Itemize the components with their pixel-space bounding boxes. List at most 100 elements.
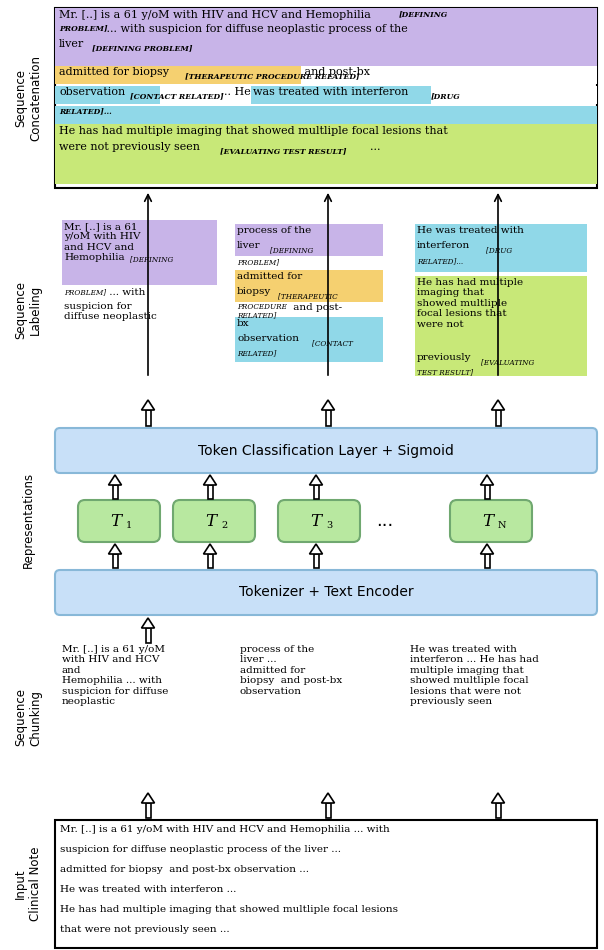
Bar bbox=[55, 8, 597, 66]
Bar bbox=[235, 317, 383, 362]
Polygon shape bbox=[492, 400, 504, 410]
Text: RELATED]: RELATED] bbox=[237, 349, 277, 357]
Text: [EVALUATING TEST RESULT]: [EVALUATING TEST RESULT] bbox=[220, 147, 347, 155]
Text: liver: liver bbox=[237, 241, 260, 250]
Text: process of the
liver ...
admitted for
biopsy  and post-bx
observation: process of the liver ... admitted for bi… bbox=[240, 645, 342, 695]
Bar bbox=[415, 224, 587, 272]
Polygon shape bbox=[204, 475, 216, 485]
Text: He has had multiple imaging that showed multliple focal lesions that: He has had multiple imaging that showed … bbox=[59, 126, 448, 136]
Text: liver: liver bbox=[59, 39, 84, 49]
Bar bbox=[484, 554, 489, 568]
Text: [THERAPEUTIC PROCEDURE RELATED]: [THERAPEUTIC PROCEDURE RELATED] bbox=[185, 72, 359, 80]
Text: admitted for biopsy: admitted for biopsy bbox=[59, 67, 169, 77]
FancyBboxPatch shape bbox=[173, 500, 255, 542]
Bar bbox=[55, 820, 597, 948]
Bar bbox=[495, 803, 501, 818]
Bar bbox=[55, 106, 597, 124]
Text: [DRUG: [DRUG bbox=[486, 246, 512, 254]
Text: RELATED]...: RELATED]... bbox=[59, 107, 112, 115]
Bar bbox=[55, 66, 301, 84]
Polygon shape bbox=[309, 544, 323, 554]
Bar bbox=[62, 220, 217, 285]
Text: Sequence
Labeling: Sequence Labeling bbox=[14, 281, 42, 339]
Text: ...: ... bbox=[370, 142, 381, 152]
Polygon shape bbox=[321, 400, 335, 410]
Text: were not previously seen: were not previously seen bbox=[59, 142, 200, 152]
Polygon shape bbox=[141, 793, 155, 803]
Text: TEST RESULT]: TEST RESULT] bbox=[417, 368, 473, 376]
Bar bbox=[55, 66, 597, 84]
Text: Tokenizer + Text Encoder: Tokenizer + Text Encoder bbox=[239, 585, 413, 599]
Text: ... with: ... with bbox=[106, 288, 146, 297]
Text: [EVALUATING: [EVALUATING bbox=[481, 358, 535, 366]
Text: He has had multiple imaging that showed multliple focal lesions: He has had multiple imaging that showed … bbox=[60, 905, 398, 914]
Text: PROBLEM]: PROBLEM] bbox=[59, 24, 108, 32]
Bar bbox=[146, 803, 150, 818]
Text: biopsy: biopsy bbox=[237, 287, 271, 296]
Text: ... with suspicion for diffuse neoplastic process of the: ... with suspicion for diffuse neoplasti… bbox=[103, 24, 408, 34]
Text: RELATED]...: RELATED]... bbox=[417, 257, 463, 265]
Text: [DRUG: [DRUG bbox=[431, 92, 461, 100]
Text: suspicion for diffuse neoplastic process of the liver ...: suspicion for diffuse neoplastic process… bbox=[60, 845, 341, 854]
Text: 3: 3 bbox=[326, 522, 332, 530]
Bar bbox=[484, 485, 489, 499]
Bar bbox=[55, 86, 160, 104]
Text: T: T bbox=[310, 512, 321, 529]
Bar bbox=[235, 224, 383, 256]
Text: [DEFINING: [DEFINING bbox=[130, 255, 173, 263]
Polygon shape bbox=[309, 475, 323, 485]
Bar bbox=[55, 86, 597, 104]
Bar bbox=[146, 410, 150, 426]
Bar bbox=[146, 628, 150, 643]
Bar bbox=[208, 485, 213, 499]
Polygon shape bbox=[141, 618, 155, 628]
Polygon shape bbox=[492, 793, 504, 803]
Text: Mr. [..] is a 61 y/oM with HIV and HCV and Hemophilia ... with: Mr. [..] is a 61 y/oM with HIV and HCV a… bbox=[60, 825, 390, 834]
Text: [DEFINING PROBLEM]: [DEFINING PROBLEM] bbox=[92, 44, 193, 52]
FancyBboxPatch shape bbox=[78, 500, 160, 542]
Text: interferon: interferon bbox=[417, 241, 471, 250]
Bar bbox=[112, 485, 118, 499]
Text: [DEFINING: [DEFINING bbox=[399, 10, 448, 18]
Text: previously: previously bbox=[417, 353, 472, 362]
Bar bbox=[112, 554, 118, 568]
Bar bbox=[55, 8, 597, 188]
Bar bbox=[495, 410, 501, 426]
Text: Sequence
Concatenation: Sequence Concatenation bbox=[14, 55, 42, 141]
Text: process of the: process of the bbox=[237, 226, 311, 235]
Text: Sequence
Chunking: Sequence Chunking bbox=[14, 689, 42, 747]
FancyBboxPatch shape bbox=[55, 428, 597, 473]
Text: and post-: and post- bbox=[290, 303, 342, 312]
FancyBboxPatch shape bbox=[450, 500, 532, 542]
Bar bbox=[326, 410, 330, 426]
Text: ... He: ... He bbox=[217, 87, 251, 97]
Polygon shape bbox=[204, 544, 216, 554]
Text: Input
Clinical Note: Input Clinical Note bbox=[14, 846, 42, 922]
Bar bbox=[326, 803, 330, 818]
Bar bbox=[251, 86, 431, 104]
Text: [CONTACT: [CONTACT bbox=[312, 339, 353, 347]
Text: T: T bbox=[111, 512, 121, 529]
Text: PROCEDURE: PROCEDURE bbox=[237, 303, 287, 311]
Text: [CONTACT RELATED]: [CONTACT RELATED] bbox=[130, 92, 223, 100]
Polygon shape bbox=[109, 544, 121, 554]
Text: PROBLEM]: PROBLEM] bbox=[64, 288, 106, 296]
Text: observation: observation bbox=[59, 87, 125, 97]
Polygon shape bbox=[321, 793, 335, 803]
Polygon shape bbox=[481, 475, 493, 485]
Text: admitted for biopsy  and post-bx observation ...: admitted for biopsy and post-bx observat… bbox=[60, 865, 309, 874]
Text: Representations: Representations bbox=[22, 472, 34, 568]
Bar bbox=[313, 485, 318, 499]
FancyBboxPatch shape bbox=[55, 570, 597, 615]
Text: that were not previously seen ...: that were not previously seen ... bbox=[60, 925, 230, 934]
Text: suspicion for
diffuse neoplastic: suspicion for diffuse neoplastic bbox=[64, 302, 157, 321]
Text: [THERAPEUTIC: [THERAPEUTIC bbox=[278, 292, 338, 300]
Text: and post-bx: and post-bx bbox=[301, 67, 370, 77]
Text: observation: observation bbox=[237, 334, 299, 343]
Text: He has had multiple
imaging that
showed multliple
focal lesions that
were not: He has had multiple imaging that showed … bbox=[417, 278, 523, 329]
Text: He was treated with interferon ...: He was treated with interferon ... bbox=[60, 885, 236, 894]
Text: PROBLEM]: PROBLEM] bbox=[237, 258, 279, 266]
Text: He was treated with: He was treated with bbox=[417, 226, 524, 235]
Text: 1: 1 bbox=[126, 522, 132, 530]
Text: 2: 2 bbox=[221, 522, 227, 530]
